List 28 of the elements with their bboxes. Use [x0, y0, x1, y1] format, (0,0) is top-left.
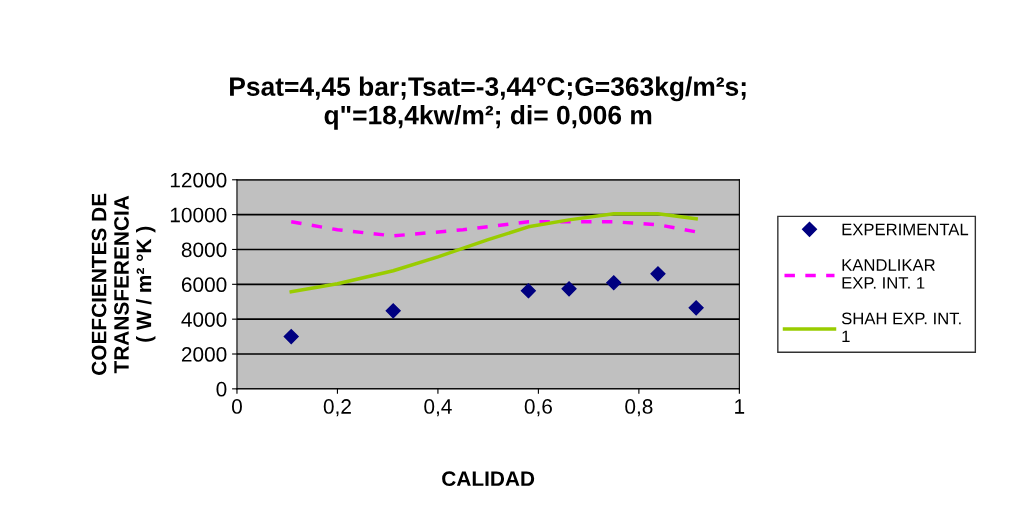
- y-tick-label: 8000: [181, 242, 227, 258]
- point: [283, 329, 299, 345]
- point: [520, 283, 536, 299]
- line-series: [289, 220, 698, 238]
- line-series: [289, 212, 698, 294]
- y-tick-label: 2000: [181, 347, 227, 362]
- point: [688, 300, 704, 316]
- x-tick-label: 0,4: [424, 399, 452, 417]
- point: [650, 266, 666, 282]
- legend-label: KANDLIKAR EXP. INT. 1: [842, 259, 935, 289]
- point: [385, 303, 401, 319]
- x-tick-label: 1: [735, 399, 745, 414]
- x-tick-label: 0,6: [524, 399, 552, 417]
- y-tick-label: 4000: [181, 312, 227, 327]
- x-tick-label: 0,2: [323, 399, 351, 417]
- point: [561, 281, 577, 297]
- legend-label: EXPERIMENTAL: [842, 223, 969, 236]
- y-tick-label: 0: [216, 381, 227, 397]
- chart-title: Psat=4,45 bar;Tsat=-3,44°C;G=363kg/m²s; q"=18,4kw/m²; di= 0,006 m: [230, 76, 746, 130]
- y-tick-label: 12000: [170, 172, 227, 188]
- y-tick-label: 10000: [170, 207, 227, 223]
- x-tick-label: 0: [231, 399, 242, 414]
- x-tick-label: 0,8: [625, 399, 653, 417]
- legend-label: SHAH EXP. INT. 1: [841, 312, 961, 343]
- point: [606, 275, 622, 291]
- x-axis-title: CALIDAD: [442, 471, 535, 487]
- y-tick-label: 6000: [181, 277, 227, 293]
- y-axis-title: COEFCIENTES DE TRANSFERENCIA ( W / m² °K ): [91, 193, 156, 375]
